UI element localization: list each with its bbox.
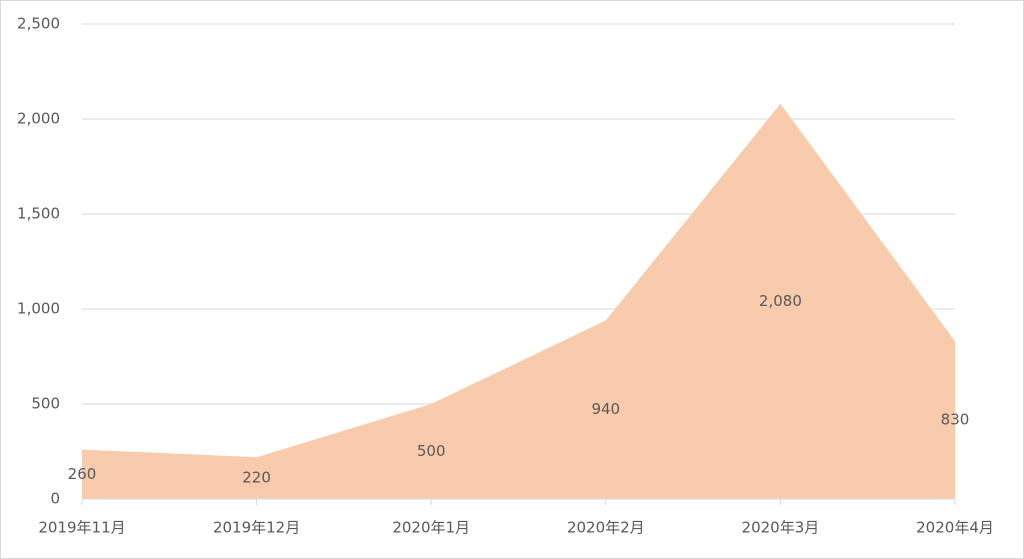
data-label: 940 [591,400,620,418]
x-tick-label: 2020年1月 [392,519,470,537]
data-label: 830 [941,411,970,429]
y-tick-label: 500 [31,395,60,413]
x-tick-label: 2020年2月 [567,519,645,537]
y-tick-label: 1,000 [17,300,60,318]
y-tick-label: 1,500 [17,205,60,223]
data-label: 500 [417,442,446,460]
data-label: 260 [68,465,97,483]
data-label: 2,080 [759,292,802,310]
data-label: 220 [242,469,271,487]
y-tick-label: 2,500 [17,15,60,33]
x-tick-label: 2020年4月 [916,519,994,537]
area [82,103,955,500]
y-tick-label: 0 [50,490,60,508]
x-tick-label: 2020年3月 [742,519,820,537]
x-tick-label: 2019年11月 [38,519,125,537]
y-tick-label: 2,000 [17,110,60,128]
x-tick-label: 2019年12月 [213,519,300,537]
